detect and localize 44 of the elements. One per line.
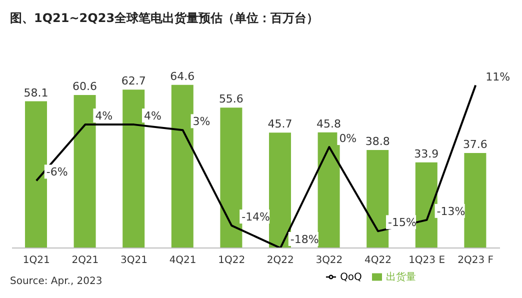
data-label: 4% [95, 110, 113, 123]
bar [318, 132, 340, 248]
data-label: 11% [486, 70, 510, 84]
data-label: 58.1 [24, 86, 48, 100]
x-tick-label: 4Q21 [169, 255, 196, 266]
data-label: 45.7 [268, 118, 292, 131]
data-label: 33.9 [414, 147, 439, 160]
x-tick-label: 1Q21 [22, 255, 50, 266]
x-tick-label: 2Q21 [72, 255, 99, 266]
x-tick-label: 3Q22 [316, 255, 343, 266]
bar [366, 150, 389, 248]
data-label: -15% [388, 216, 416, 230]
bar [74, 94, 96, 248]
legend-label: 出货量 [386, 272, 416, 283]
bar [122, 90, 145, 248]
bar [25, 101, 47, 248]
data-label: 64.6 [170, 70, 195, 83]
data-label: 3% [192, 115, 210, 128]
x-tick-label: 2Q22 [266, 255, 294, 266]
data-label: -13% [436, 204, 466, 218]
x-tick-label: 4Q22 [364, 255, 392, 266]
data-label: 4% [144, 110, 162, 123]
bar [220, 108, 242, 248]
data-label: -14% [242, 210, 270, 224]
x-tick-label: 2Q23 F [458, 255, 494, 266]
data-label: 60.6 [72, 80, 98, 93]
bar [171, 84, 194, 248]
data-label: 55.6 [218, 92, 244, 106]
x-tick-label: 1Q22 [218, 255, 246, 266]
x-tick-label: 1Q23 E [408, 255, 446, 266]
bar [269, 132, 291, 248]
data-label: 62.7 [121, 74, 146, 88]
bar [464, 153, 486, 248]
legend-label: QoQ [340, 272, 362, 283]
data-label: -6% [46, 166, 68, 179]
data-label: 45.8 [316, 117, 342, 130]
chart-title: 图、1Q21~2Q23全球笔电出货量预估（单位：百万台） [9, 10, 320, 27]
source-note: Source: Apr., 2023 [10, 276, 102, 287]
data-label: 38.8 [365, 135, 390, 148]
data-label: 37.6 [462, 138, 488, 152]
data-label: 0% [339, 132, 357, 145]
data-label: -18% [290, 233, 319, 246]
x-tick-label: 3Q21 [120, 255, 148, 266]
bar [415, 162, 438, 248]
